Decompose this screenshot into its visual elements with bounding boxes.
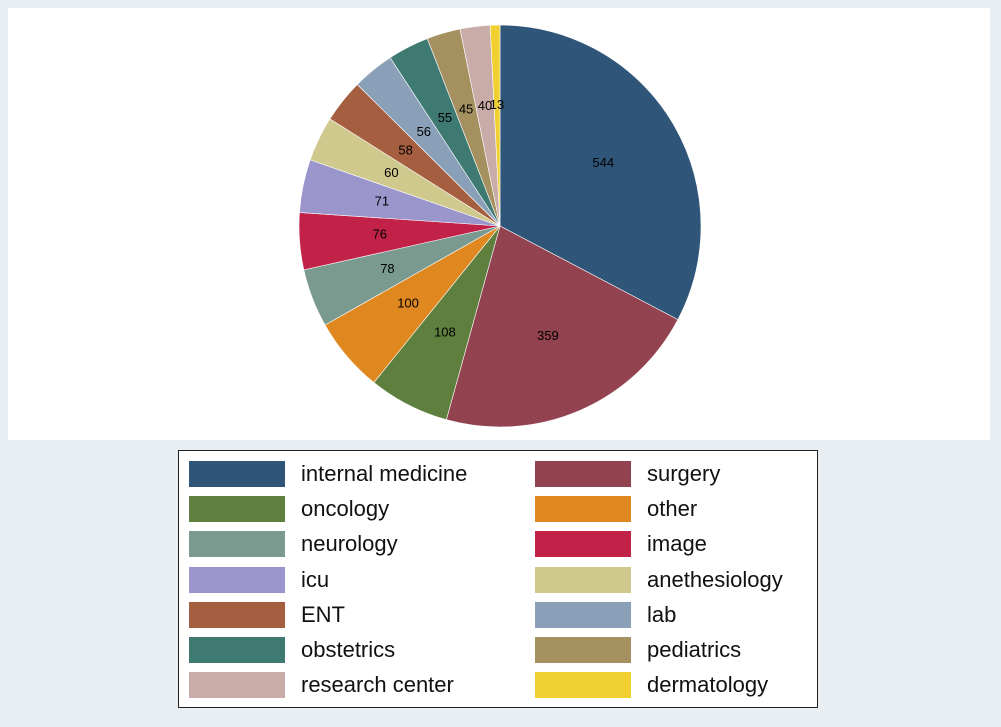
legend-item-internal-medicine: internal medicine: [189, 461, 467, 487]
legend-label: other: [647, 496, 698, 522]
legend-label: obstetrics: [301, 637, 396, 662]
legend-item-pediatrics: pediatrics: [535, 637, 741, 663]
legend-item-image: image: [535, 531, 707, 558]
legend-swatch: [535, 496, 631, 523]
legend-swatch: [189, 672, 285, 699]
legend-swatch: [535, 601, 631, 628]
legend-swatch: [535, 531, 631, 558]
legend-swatch: [189, 601, 285, 628]
legend-item-research-center: research center: [189, 672, 454, 699]
slice-value-label: 76: [373, 227, 387, 242]
slice-value-label: 100: [397, 295, 419, 310]
slice-value-label: 58: [398, 142, 412, 157]
legend-item-lab: lab: [535, 601, 677, 628]
legend-item-other: other: [535, 496, 698, 523]
legend-swatch: [189, 531, 285, 558]
legend-label: icu: [301, 566, 330, 592]
slice-value-label: 55: [438, 110, 452, 125]
slice-value-label: 78: [380, 261, 394, 276]
slice-value-label: 359: [537, 328, 559, 343]
slice-value-label: 544: [592, 155, 614, 170]
legend-item-anethesiology: anethesiology: [535, 566, 783, 593]
legend-swatch: [189, 566, 285, 593]
legend-item-ent: ENT: [189, 601, 345, 628]
legend-label: oncology: [301, 496, 390, 522]
legend-swatch: [189, 461, 285, 487]
legend-swatch: [535, 566, 631, 593]
slice-value-label: 40: [478, 98, 492, 113]
legend-label: neurology: [301, 531, 398, 557]
legend-item-dermatology: dermatology: [535, 672, 769, 699]
pie-slice-surgery: [445, 225, 679, 428]
legend-label: dermatology: [647, 672, 769, 698]
pie-slice-internal-medicine: [499, 24, 702, 321]
legend-swatch: [535, 672, 631, 699]
legend-item-oncology: oncology: [189, 496, 390, 523]
slice-value-label: 60: [384, 165, 398, 180]
legend-label: anethesiology: [647, 566, 783, 592]
legend-swatch: [189, 496, 285, 523]
legend-label: image: [647, 531, 707, 557]
legend-item-neurology: neurology: [189, 531, 398, 558]
slice-value-label: 56: [417, 124, 431, 139]
legend-item-surgery: surgery: [535, 461, 720, 487]
legend-label: pediatrics: [647, 637, 742, 662]
legend-swatch: [189, 637, 285, 663]
legend-label: lab: [647, 601, 677, 627]
slice-value-label: 13: [490, 97, 504, 112]
legend-label: ENT: [301, 601, 345, 627]
legend-label: surgery: [647, 461, 721, 486]
plot-area: 544 359 108 100 78 76 71 60 58 56 55 45 40 13: [8, 8, 990, 440]
legend-label: internal medicine: [301, 461, 468, 486]
legend-swatch: [535, 461, 631, 487]
legend: internal medicine surgery oncology other neu…: [178, 450, 818, 708]
pie-slice-dermatology: [489, 24, 501, 227]
slice-value-label: 71: [375, 193, 389, 208]
slice-value-label: 108: [434, 325, 456, 340]
legend-item-obstetrics: obstetrics: [189, 637, 395, 663]
legend-swatch: [535, 637, 631, 663]
legend-item-icu: icu: [189, 566, 330, 593]
slice-value-label: 45: [459, 102, 473, 117]
legend-label: research center: [301, 672, 454, 698]
